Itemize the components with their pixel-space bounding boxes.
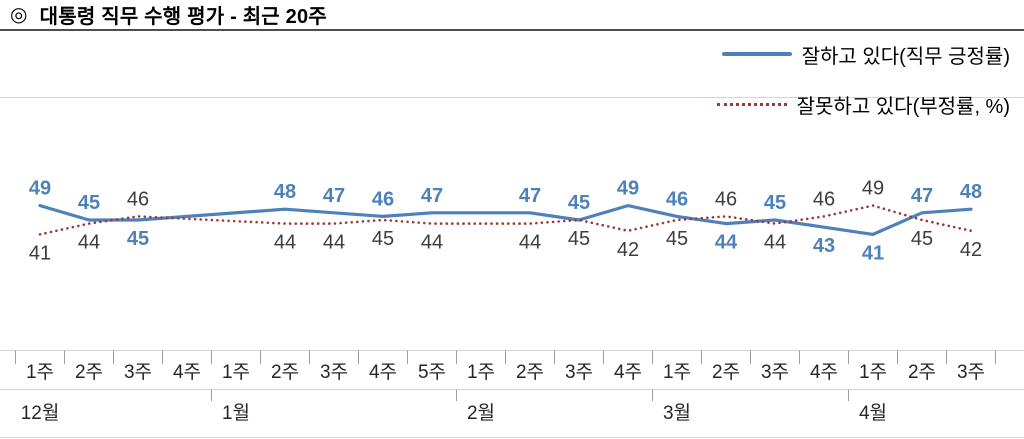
value-label: 45	[372, 228, 394, 250]
title-bullet-icon: ◎	[10, 4, 28, 26]
week-label: 3주	[957, 362, 985, 383]
value-label: 46	[813, 188, 835, 210]
month-label: 4월	[859, 402, 887, 424]
value-label: 46	[715, 188, 737, 210]
week-label: 2주	[516, 362, 544, 383]
page-title: ◎ 대통령 직무 수행 평가 - 최근 20주	[0, 0, 327, 29]
value-label: 44	[274, 232, 296, 254]
month-label: 12월	[21, 402, 60, 424]
value-label: 46	[372, 188, 394, 210]
legend-item-disapproval: 잘못하고 있다(부정률, %)	[716, 92, 1010, 118]
week-axis-labels: 1주 2주 3주 4주 1주 2주 3주 4주 5주 1주 2주 3주 4주 1주 2주 3주 4주 1주 2주 3주	[26, 362, 985, 383]
value-label: 47	[519, 185, 541, 207]
value-label: 42	[960, 239, 982, 261]
disapproval-line	[38, 204, 973, 236]
approval-line-swatch	[721, 52, 792, 56]
value-label: 44	[519, 232, 541, 254]
week-label: 4주	[614, 362, 642, 383]
value-label: 44	[715, 232, 738, 254]
value-label: 45	[666, 228, 688, 250]
value-label: 45	[127, 228, 149, 250]
week-label: 3주	[320, 362, 348, 383]
month-label: 1월	[222, 402, 250, 424]
week-label: 1주	[467, 362, 495, 383]
value-label: 44	[764, 232, 786, 254]
week-label: 2주	[271, 362, 299, 383]
week-label: 2주	[75, 362, 103, 383]
legend-label-disapproval: 잘못하고 있다(부정률, %)	[796, 95, 1010, 118]
value-label: 44	[78, 232, 100, 254]
value-label: 49	[862, 178, 884, 200]
week-label: 1주	[663, 362, 691, 383]
chart-header: ◎ 대통령 직무 수행 평가 - 최근 20주	[0, 0, 1024, 31]
approval-line	[38, 204, 973, 236]
legend-label-approval: 잘하고 있다(직무 긍정률)	[801, 45, 1010, 68]
week-label: 4주	[369, 362, 397, 383]
value-label: 46	[127, 188, 149, 210]
value-label: 43	[813, 235, 835, 257]
value-label: 47	[323, 185, 345, 207]
week-label: 1주	[26, 362, 54, 383]
week-label: 2주	[908, 362, 936, 383]
value-label: 44	[421, 232, 443, 254]
value-label: 46	[666, 188, 688, 210]
value-label: 44	[323, 232, 345, 254]
value-label: 47	[911, 185, 933, 207]
value-label: 45	[568, 192, 590, 214]
legend-item-approval: 잘하고 있다(직무 긍정률)	[717, 42, 1010, 68]
week-label: 5주	[418, 362, 446, 383]
value-label: 45	[911, 228, 933, 250]
month-ticks	[211, 389, 849, 401]
chart-plot-area: 1주 2주 3주 4주 1주 2주 3주 4주 5주 1주 2주 3주 4주 1주 2주 3주 4주 1주 2주 3주…	[15, 178, 996, 424]
week-label: 4주	[810, 362, 838, 383]
value-label: 48	[274, 181, 296, 203]
week-label: 3주	[761, 362, 789, 383]
month-label: 3월	[663, 402, 691, 424]
value-label: 49	[29, 178, 51, 200]
page-title-text: 대통령 직무 수행 평가 - 최근 20주	[39, 6, 327, 28]
value-label: 42	[617, 239, 639, 261]
month-label: 2월	[467, 402, 495, 424]
disapproval-line-swatch	[716, 102, 787, 106]
week-label: 1주	[859, 362, 887, 383]
legend: 잘하고 있다(직무 긍정률) 잘못하고 있다(부정률, %)	[716, 42, 1010, 118]
week-label: 4주	[173, 362, 201, 383]
week-label: 2주	[712, 362, 740, 383]
value-label: 47	[421, 185, 443, 207]
value-label: 41	[29, 242, 51, 264]
value-label: 48	[960, 181, 982, 203]
week-label: 3주	[124, 362, 152, 383]
value-label: 41	[862, 242, 884, 264]
value-labels: 49 41 45 44 46 45 48 44 47 44 46 45 47 44 47 44 45 45 49 42…	[29, 178, 982, 265]
value-label: 45	[568, 228, 590, 250]
value-label: 45	[764, 192, 786, 214]
value-label: 49	[617, 178, 639, 200]
week-ticks	[15, 350, 996, 364]
value-label: 45	[78, 192, 100, 214]
week-label: 1주	[222, 362, 250, 383]
week-label: 3주	[565, 362, 593, 383]
month-axis-labels: 12월 1월 2월 3월 4월	[21, 402, 887, 424]
